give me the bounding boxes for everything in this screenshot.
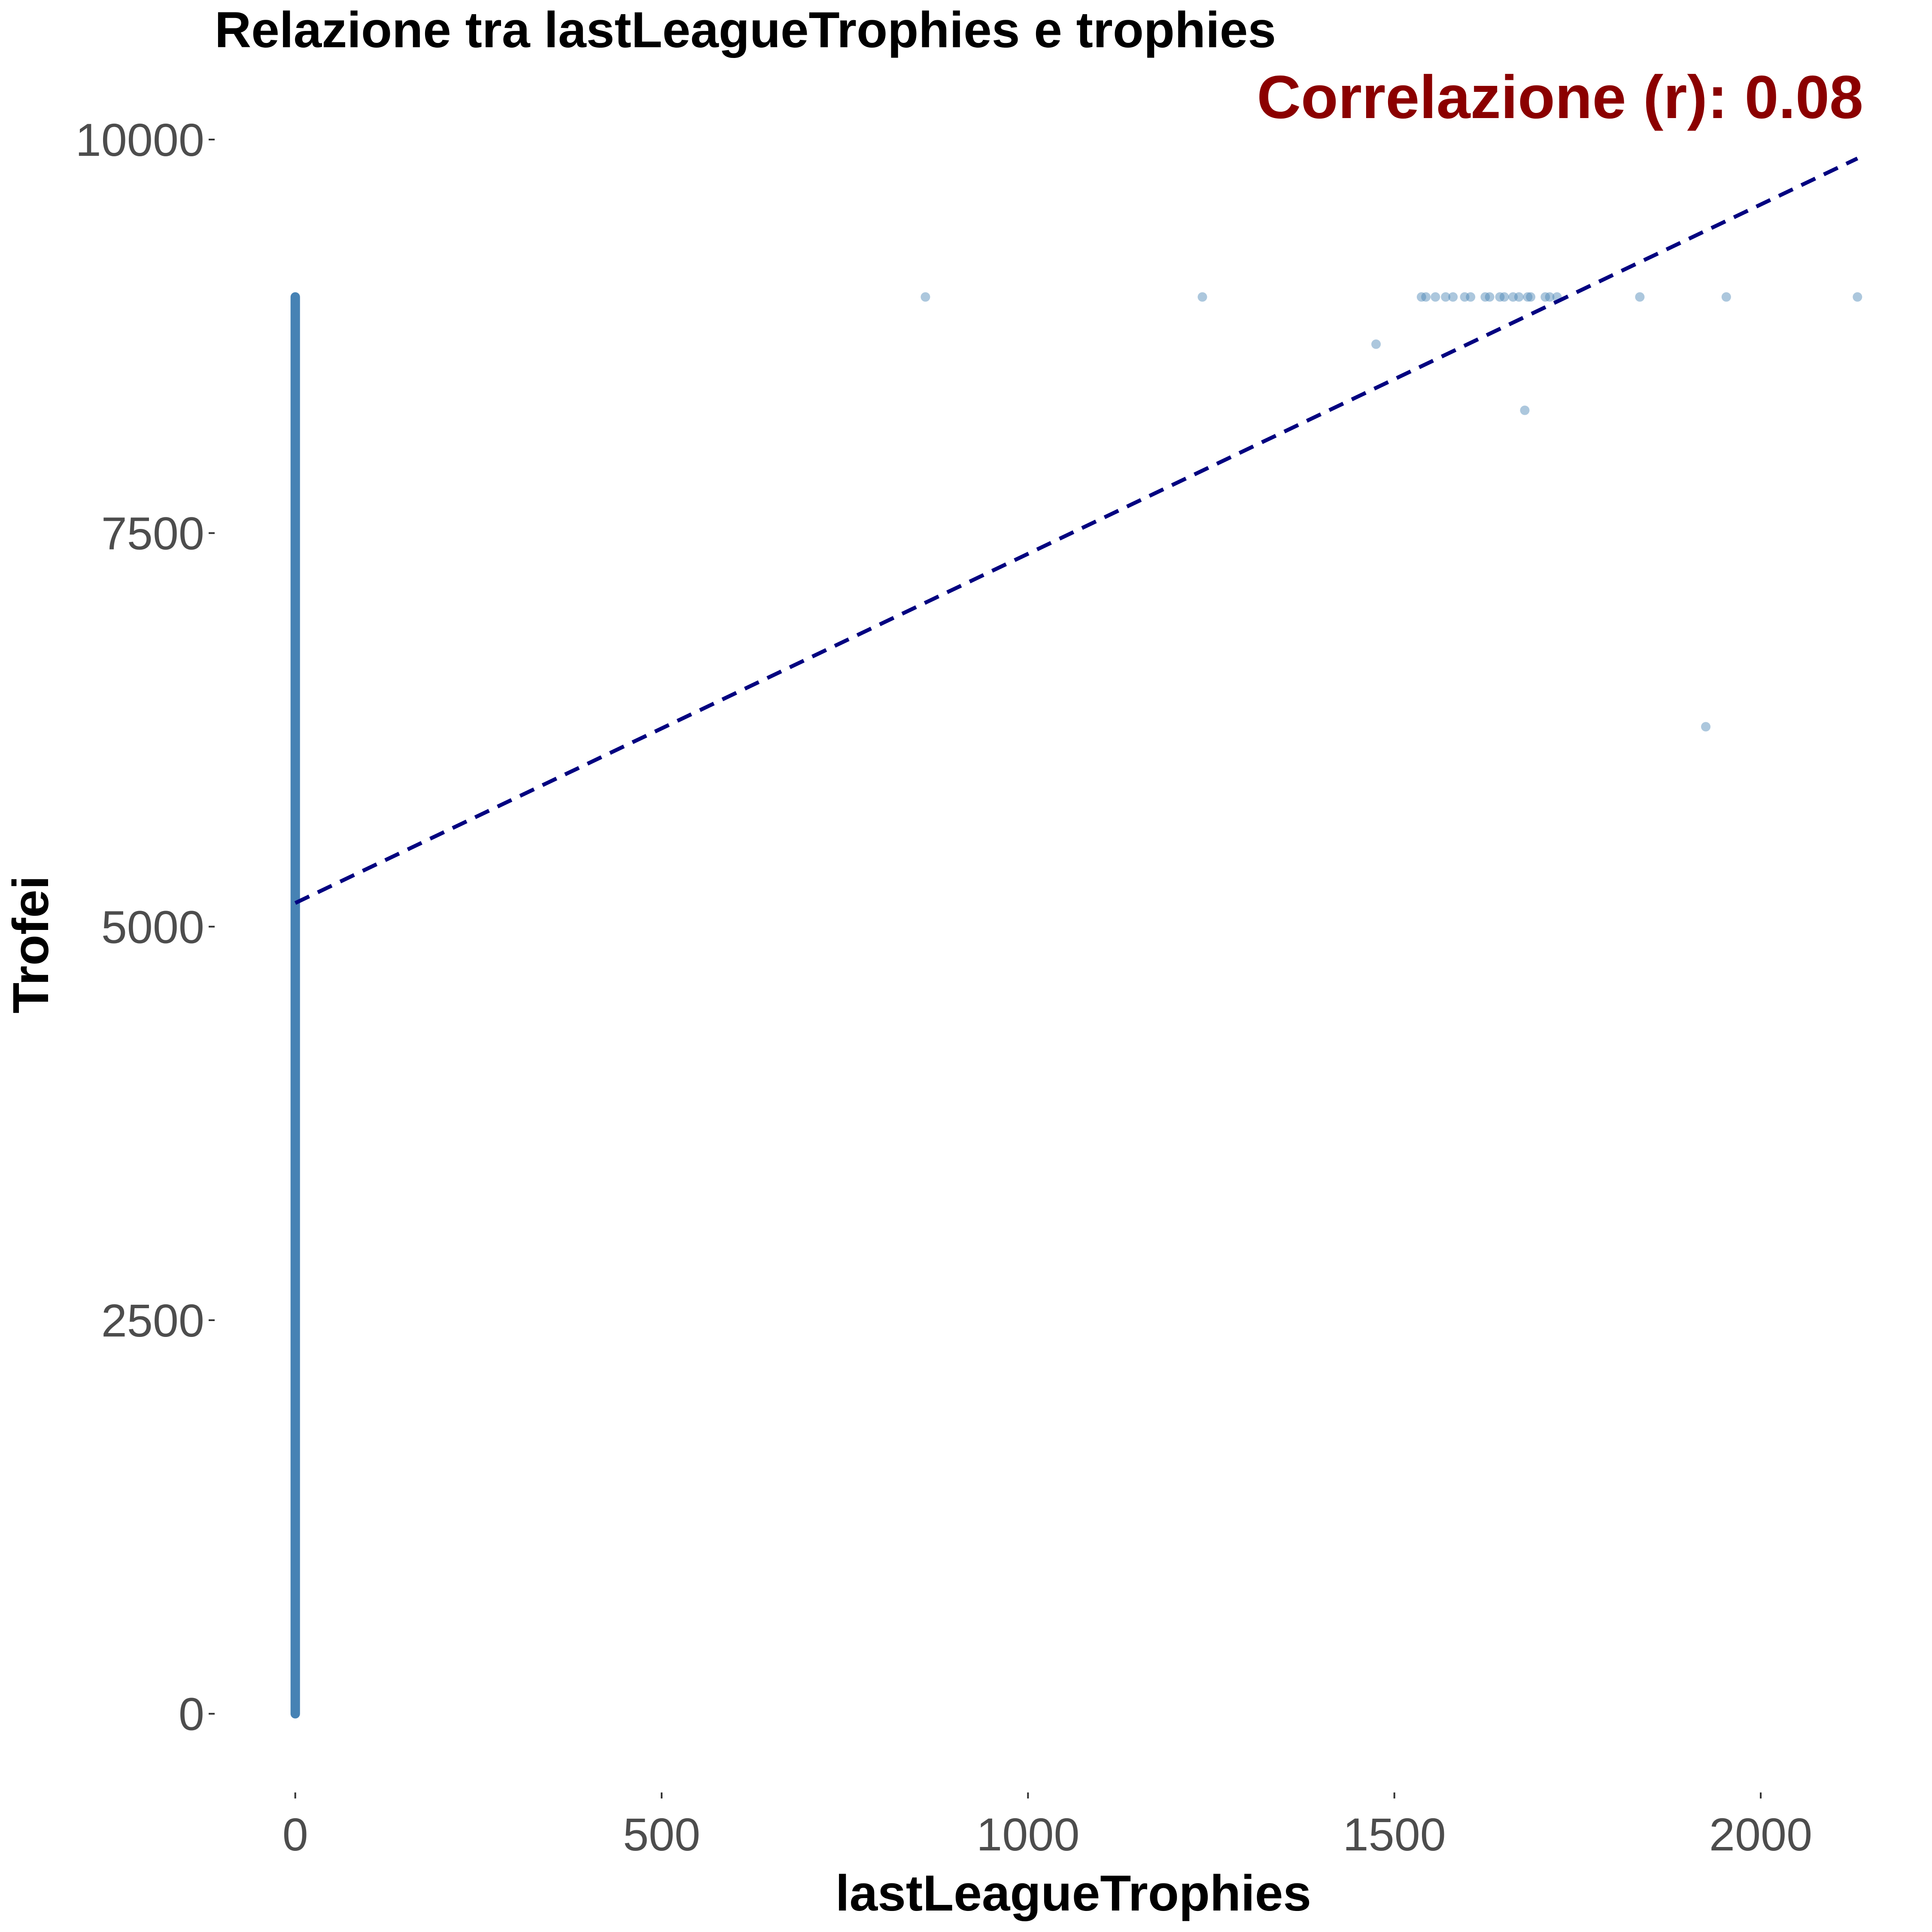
y-tick-label: 5000 (101, 901, 204, 953)
scatter-point (1197, 292, 1207, 302)
scatter-point (1480, 292, 1490, 302)
scatter-point (1520, 405, 1530, 415)
scatter-point (1514, 292, 1524, 302)
trend-layer (294, 156, 1859, 905)
y-tick-label: 10000 (76, 114, 204, 166)
scatter-point (920, 292, 930, 302)
scatter-point (1635, 292, 1645, 302)
scatter-point (1545, 292, 1555, 302)
x-tick-label: 500 (623, 1808, 700, 1860)
scatter-point (1853, 292, 1862, 302)
scatter-point (1421, 292, 1431, 302)
scatter-point (1526, 292, 1536, 302)
x-axis: 0 500 1000 1500 2000 (283, 1792, 1812, 1860)
x-tick-label: 1000 (976, 1808, 1079, 1860)
scatter-point (1701, 722, 1711, 732)
scatter-point (1721, 292, 1731, 302)
y-axis-title: Trofei (3, 875, 59, 1013)
trend-line (294, 156, 1859, 905)
x-tick-label: 1500 (1343, 1808, 1446, 1860)
points-layer (290, 292, 1862, 1719)
scatter-point (1523, 292, 1533, 302)
scatter-point (1499, 292, 1509, 302)
x-tick-label: 2000 (1709, 1808, 1812, 1860)
scatter-point (1466, 292, 1476, 302)
scatter-point (1540, 292, 1550, 302)
scatter-point (1508, 292, 1518, 302)
scatter-point (1416, 292, 1426, 302)
scatter-point (1495, 292, 1505, 302)
scatter-point (1441, 292, 1451, 302)
correlation-annotation: Correlazione (r): 0.08 (1257, 63, 1863, 131)
scatter-point (1448, 292, 1458, 302)
y-tick-label: 2500 (101, 1294, 204, 1346)
scatter-point (1371, 339, 1381, 349)
y-tick-label: 0 (179, 1688, 204, 1740)
x-axis-title: lastLeagueTrophies (835, 1865, 1311, 1922)
scatter-point (1460, 292, 1470, 302)
x-tick-label: 0 (283, 1808, 308, 1860)
chart-title: Relazione tra lastLeagueTrophies e troph… (215, 2, 1276, 58)
y-tick-label: 7500 (101, 507, 204, 559)
y-axis: 0 2500 5000 7500 10000 (76, 114, 215, 1740)
scatter-point (1485, 292, 1495, 302)
scatter-point (1431, 292, 1440, 302)
